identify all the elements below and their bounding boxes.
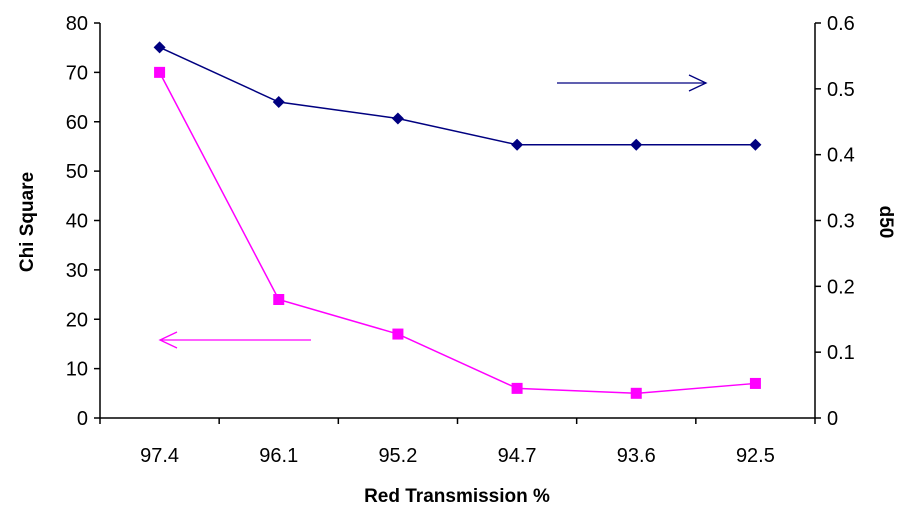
x-tick-label: 97.4	[140, 445, 179, 467]
left-tick-label: 40	[66, 211, 88, 233]
data-point-diamond	[749, 139, 761, 151]
data-point-diamond	[630, 139, 642, 151]
right-tick-label: 0.4	[827, 145, 855, 167]
axes	[100, 23, 815, 418]
left-tick-label: 80	[66, 13, 88, 35]
series-layer	[154, 41, 762, 398]
y-axis-title: Chi Square	[17, 172, 38, 272]
data-point-diamond	[392, 112, 404, 124]
left-tick-label: 20	[66, 309, 88, 331]
data-point-diamond	[511, 139, 523, 151]
left-axis-ticks: 0 10 20 30 40 50 60 70 80	[66, 13, 100, 430]
right-axis-ticks: 0 0.1 0.2 0.3 0.4 0.5 0.6	[815, 13, 855, 430]
series-line	[160, 47, 756, 144]
left-tick-label: 70	[66, 62, 88, 84]
data-point-square	[392, 329, 403, 340]
x-tick-label: 93.6	[617, 445, 656, 467]
right-tick-label: 0.3	[827, 211, 855, 233]
data-point-diamond	[273, 96, 285, 108]
right-tick-label: 0.5	[827, 79, 855, 101]
series-line	[160, 72, 756, 393]
series-2	[154, 67, 761, 399]
left-tick-label: 0	[77, 408, 88, 430]
left-tick-label: 50	[66, 161, 88, 183]
x-axis-ticks: 97.4 96.1 95.2 94.7 93.6 92.5	[100, 418, 815, 467]
left-tick-label: 10	[66, 359, 88, 381]
right-tick-label: 0	[827, 408, 838, 430]
arrow-left	[160, 332, 311, 348]
series-1	[154, 41, 762, 150]
left-tick-label: 30	[66, 260, 88, 282]
data-point-diamond	[154, 41, 166, 53]
right-tick-label: 0.6	[827, 13, 855, 35]
y2-axis-title: d50	[875, 206, 896, 239]
data-point-square	[273, 294, 284, 305]
x-tick-label: 95.2	[378, 445, 417, 467]
left-tick-label: 60	[66, 112, 88, 134]
x-tick-label: 94.7	[498, 445, 537, 467]
x-tick-label: 92.5	[736, 445, 775, 467]
data-point-square	[750, 378, 761, 389]
right-tick-label: 0.1	[827, 342, 855, 364]
right-tick-label: 0.2	[827, 276, 855, 298]
x-axis-title: Red Transmission %	[364, 486, 550, 507]
data-point-square	[631, 388, 642, 399]
data-point-square	[512, 383, 523, 394]
x-tick-label: 96.1	[259, 445, 298, 467]
annotation-layer	[160, 75, 706, 348]
data-point-square	[154, 67, 165, 78]
arrow-right	[557, 75, 706, 91]
